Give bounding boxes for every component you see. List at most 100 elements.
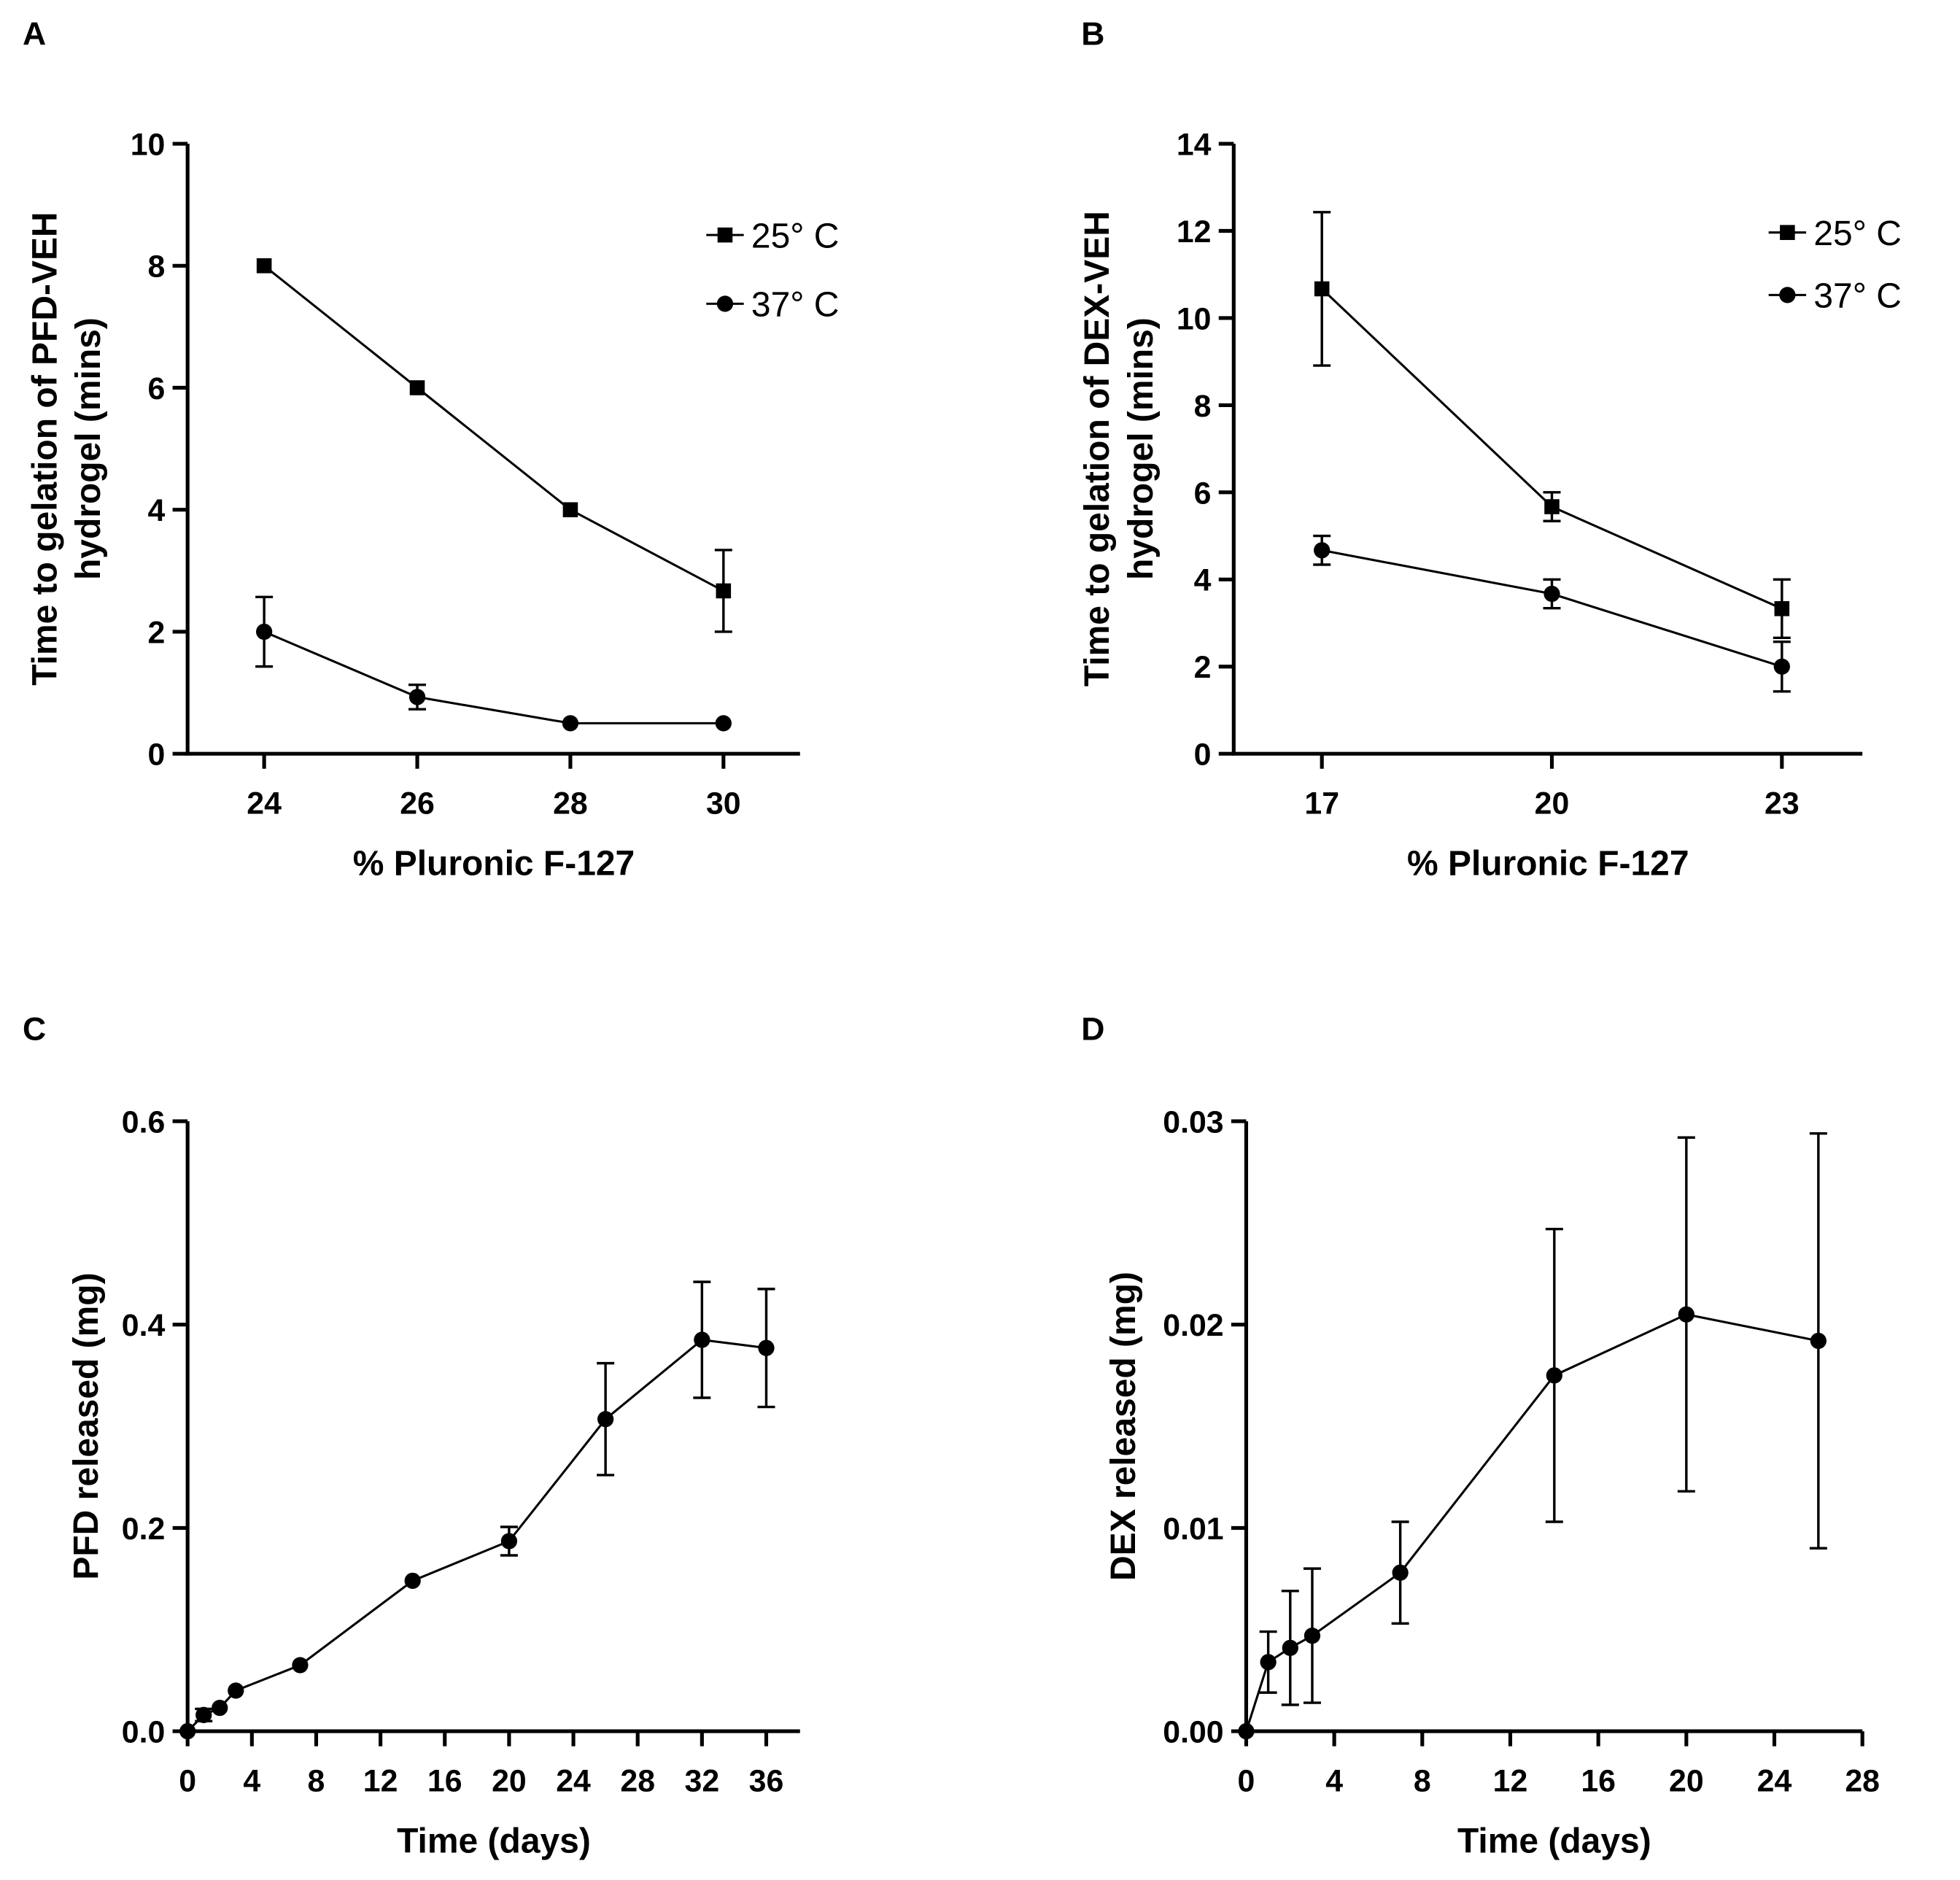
x-axis-title: % Pluronic F-127 [353,844,635,883]
data-point [195,1706,212,1723]
x-tick-label: 0 [179,1763,196,1798]
x-tick-label: 30 [706,786,741,821]
x-tick-label: 28 [553,786,588,821]
data-point [1773,658,1790,675]
data-point [408,689,426,705]
x-axis-title: Time (days) [1457,1822,1651,1860]
data-point [404,1572,421,1589]
x-tick-label: 16 [427,1763,462,1798]
data-point [1238,1722,1255,1740]
y-tick-label: 6 [1194,476,1212,511]
y-tick-label: 10 [1177,301,1212,336]
x-tick-label: 4 [243,1763,260,1798]
series-pfd [179,1280,775,1740]
legend-label: 37° C [1813,277,1902,316]
data-point [1282,1639,1298,1656]
x-tick-label: 0 [1238,1763,1255,1798]
data-point [1314,281,1330,297]
y-tick-label: 12 [1177,214,1212,249]
y-tick-label: 0.4 [122,1308,166,1343]
legend-entry: 25° C [1768,214,1902,253]
y-tick-label: 14 [1177,127,1212,162]
legend-label: 25° C [1813,214,1902,253]
y-tick-label: 0 [1194,738,1212,773]
x-tick-label: 36 [749,1763,784,1798]
y-tick-label: 8 [148,249,166,285]
data-point [1392,1564,1409,1581]
series-25-c [256,258,732,633]
series-line [263,265,724,592]
legend-entry: 25° C [706,217,839,255]
legend-marker [716,295,734,312]
x-axis-title: % Pluronic F-127 [1407,844,1689,883]
data-point [212,1699,228,1717]
data-point [500,1533,518,1550]
y-tick-label: 4 [148,493,166,528]
y-tick-label: 10 [131,127,166,162]
series-line [187,1338,767,1733]
data-point [715,715,732,732]
x-tick-label: 12 [363,1763,398,1798]
data-point [716,583,732,599]
y-axis-title: hydrogel (mins) [1122,317,1161,580]
legend-marker [1780,225,1795,240]
data-point [1774,601,1790,616]
y-tick-label: 2 [1194,650,1212,685]
x-tick-label: 4 [1325,1763,1343,1798]
x-tick-label: 24 [1757,1763,1792,1798]
chart-panel-b: 0 2 4 6 8 10 12 14 17 20 23 % Pluronic F-127 Time to… [1078,127,1902,883]
legend-label: 37° C [751,285,840,324]
y-tick-label: 0.6 [122,1105,166,1140]
y-axis-title: hydrogel (mins) [69,317,108,580]
x-tick-label: 28 [620,1763,655,1798]
legend-marker [717,227,733,243]
legend-marker [1779,287,1796,303]
y-tick-label: 0.00 [1163,1715,1223,1750]
y-tick-label: 8 [1194,389,1212,424]
x-axis-title: Time (days) [397,1822,591,1860]
x-tick-label: 8 [308,1763,325,1798]
legend-entry: 37° C [1768,277,1902,316]
panel-label-b: B [1081,17,1104,53]
x-tick-label: 26 [400,786,435,821]
y-tick-label: 0.0 [122,1715,166,1750]
y-tick-label: 4 [1194,563,1212,598]
y-axis-title: PFD released (mg) [67,1272,106,1579]
data-point [694,1331,710,1348]
data-point [597,1411,614,1428]
data-point [1546,1367,1562,1384]
x-tick-label: 16 [1581,1763,1616,1798]
x-tick-label: 24 [247,786,282,821]
x-tick-label: 24 [556,1763,591,1798]
x-tick-label: 32 [685,1763,720,1798]
data-point [1678,1306,1694,1323]
series-line [1321,287,1783,610]
y-tick-label: 2 [148,615,166,650]
series-line [263,630,724,724]
data-point [179,1722,196,1740]
x-tick-label: 28 [1845,1763,1880,1798]
data-point [256,258,272,274]
x-tick-label: 8 [1414,1763,1431,1798]
legend-entry: 37° C [706,285,839,324]
data-point [409,380,425,395]
data-point [562,502,578,518]
series-37-c [1313,534,1791,693]
data-point [1304,1627,1321,1644]
panel-label-a: A [23,17,46,53]
data-point [228,1682,244,1699]
y-axis-title: Time to gelation of PFD-VEH [26,212,64,685]
legend-label: 25° C [751,217,840,255]
data-point [1260,1654,1277,1671]
series-line [1244,1313,1819,1732]
x-tick-label: 17 [1304,786,1339,821]
data-point [1544,499,1560,514]
y-tick-label: 0 [148,738,166,773]
data-point [292,1657,309,1674]
data-point [562,715,579,732]
series-37-c [255,595,732,732]
data-point [255,623,273,641]
y-tick-label: 0.2 [122,1512,166,1547]
